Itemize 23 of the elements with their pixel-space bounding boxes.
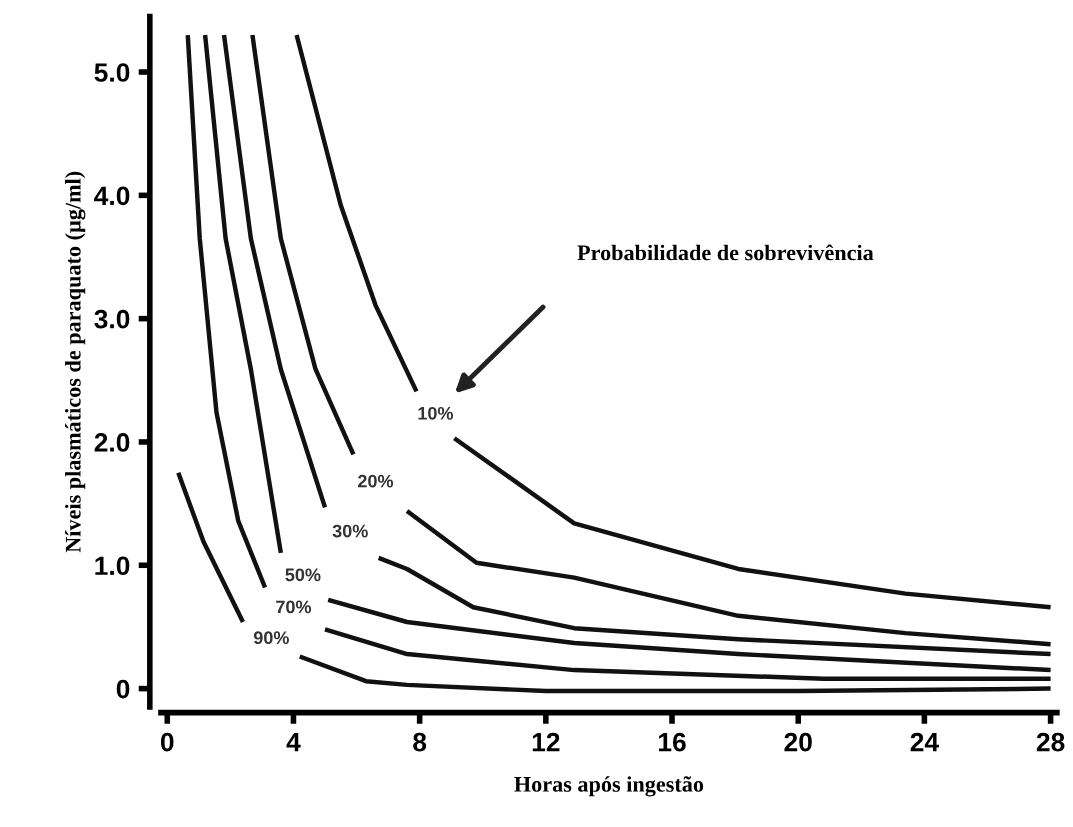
y-tick-label: 0 [116, 679, 130, 699]
series-label: 50% [285, 568, 321, 582]
y-tick-label: 1.0 [95, 556, 130, 576]
x-tick-label: 12 [532, 732, 560, 752]
y-tick-label: 2.0 [94, 433, 130, 452]
series-label: 10% [418, 406, 454, 420]
x-axis-title: Horas após ingestão [514, 776, 704, 797]
x-tick-label: 0 [160, 732, 174, 752]
x-tick-label: 8 [413, 732, 427, 752]
annotation: Probabilidade de sobrevivência [577, 244, 874, 261]
x-tick-label: 16 [659, 732, 686, 752]
series-label: 90% [253, 631, 289, 645]
y-tick-label: 4.0 [94, 186, 130, 206]
x-tick-label: 28 [1036, 732, 1065, 752]
x-tick-label: 4 [286, 733, 301, 752]
y-axis-title: Níveis plasmáticos de paraquato (µg/ml) [65, 171, 86, 553]
series-label: 70% [276, 600, 312, 614]
series-label: 20% [358, 474, 394, 488]
y-tick-label: 5.0 [94, 63, 130, 82]
x-tick-label: 24 [910, 732, 939, 752]
x-tick-label: 20 [784, 732, 812, 752]
y-tick-label: 3.0 [94, 309, 130, 329]
series-label: 30% [332, 524, 368, 538]
